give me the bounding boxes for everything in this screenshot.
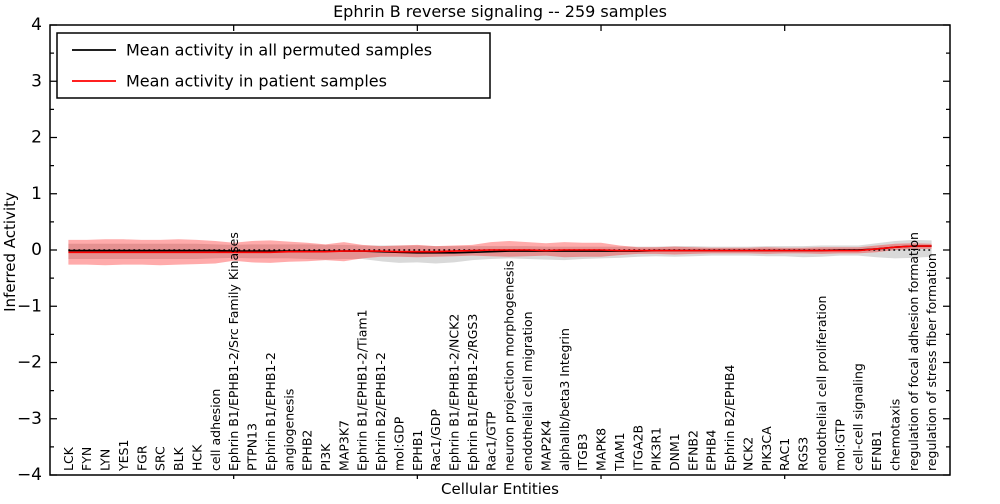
x-tick-label: EPHB4 — [704, 430, 719, 471]
x-tick-label: PIK3CA — [759, 426, 774, 471]
x-tick-label: TIAM1 — [612, 432, 627, 472]
x-tick-label: PI3K — [318, 443, 333, 471]
y-tick-label: 2 — [31, 128, 42, 148]
y-tick-label: −3 — [17, 409, 42, 429]
x-tick-label: EFNB2 — [685, 430, 700, 471]
x-tick-label: chemotaxis — [887, 399, 902, 471]
x-tick-label: ITGA2B — [630, 425, 645, 471]
x-tick-label: Ephrin B1/EPHB1-2/Tiam1 — [355, 309, 370, 471]
x-tick-label: Ephrin B2/EPHB4 — [722, 365, 737, 471]
x-tick-label: FGR — [134, 445, 149, 471]
x-tick-label: endothelial cell proliferation — [814, 296, 829, 471]
y-tick-label: 3 — [31, 71, 42, 91]
x-tick-label: neuron projection morphogenesis — [502, 260, 517, 471]
x-tick-label: mol:GTP — [832, 419, 847, 471]
y-tick-label: 1 — [31, 184, 42, 204]
legend-label-permuted: Mean activity in all permuted samples — [126, 41, 432, 60]
x-tick-label: Rac1/GDP — [428, 409, 443, 471]
x-tick-label: YES1 — [116, 440, 131, 472]
x-tick-label: HCK — [189, 444, 204, 471]
legend-box — [56, 32, 491, 99]
y-tick-label: 0 — [31, 240, 42, 260]
x-tick-label: Ephrin B2/EPHB1-2 — [373, 352, 388, 471]
x-tick-label: EPHB1 — [410, 430, 425, 471]
y-tick-label: −2 — [17, 353, 42, 373]
x-tick-label: Ephrin B1/EPHB1-2 — [263, 352, 278, 471]
x-tick-label: LCK — [61, 446, 76, 471]
mean-lines — [68, 245, 932, 254]
axes-frame — [49, 24, 951, 479]
x-tick-label: Rac1/GTP — [483, 411, 498, 471]
x-tick-label: BLK — [171, 446, 186, 471]
x-tick-label: regulation of focal adhesion formation — [906, 232, 921, 471]
x-tick-label: mol:GDP — [391, 416, 406, 471]
chart-title: Ephrin B reverse signaling -- 259 sample… — [333, 2, 667, 21]
x-tick-label: regulation of stress fiber formation — [924, 253, 939, 471]
x-tick-label: EPHB2 — [300, 430, 315, 471]
x-tick-label: FYN — [79, 447, 94, 471]
x-tick-label: Ephrin B1/EPHB1-2/RGS3 — [465, 314, 480, 471]
patient-mean-line — [68, 245, 932, 254]
y-tick-label: −1 — [17, 296, 42, 316]
x-tick-label: alphaIIb/beta3 Integrin — [557, 328, 572, 471]
x-tick-label: LYN — [98, 449, 113, 471]
x-tick-label: PIK3R1 — [649, 427, 664, 471]
x-tick-label: EFNB1 — [869, 430, 884, 471]
x-tick-label: SRC — [153, 446, 168, 471]
y-tick-label: −4 — [17, 465, 42, 485]
x-tick-label: DNM1 — [667, 433, 682, 471]
x-tick-label: Ephrin B1/EPHB1-2/NCK2 — [447, 314, 462, 471]
x-tick-label: Ephrin B1/EPHB1-2/Src Family Kinases — [226, 232, 241, 471]
x-tick-label: MAP2K4 — [538, 420, 553, 471]
x-tick-label: cell adhesion — [208, 389, 223, 471]
y-axis-label: Inferred Activity — [1, 192, 19, 312]
x-axis-label: Cellular Entities — [441, 480, 559, 498]
x-tick-label: NCK2 — [740, 437, 755, 471]
x-tick-label: ITGB3 — [575, 433, 590, 471]
x-tick-label: MAP3K7 — [336, 420, 351, 471]
x-tick-label: MAPK8 — [594, 428, 609, 471]
x-tick-label: cell-cell signaling — [851, 363, 866, 471]
legend-label-patient: Mean activity in patient samples — [126, 72, 387, 91]
legend: Mean activity in all permuted samples Me… — [56, 32, 491, 99]
x-tick-label: RAC1 — [777, 438, 792, 471]
x-tick-label: angiogenesis — [281, 389, 296, 471]
y-tick-label: 4 — [31, 15, 42, 35]
x-tick-label: endothelial cell migration — [520, 311, 535, 471]
y-tick-labels: −4 −3 −2 −1 0 1 2 3 4 — [17, 15, 42, 485]
patient-std-band — [68, 239, 932, 266]
x-tick-label: PTPN13 — [245, 423, 260, 471]
x-tick-label: RGS3 — [796, 437, 811, 471]
x-category-labels: LCK FYN LYN YES1 FGR SRC BLK HCK cell adhesion Ep… — [61, 232, 939, 472]
